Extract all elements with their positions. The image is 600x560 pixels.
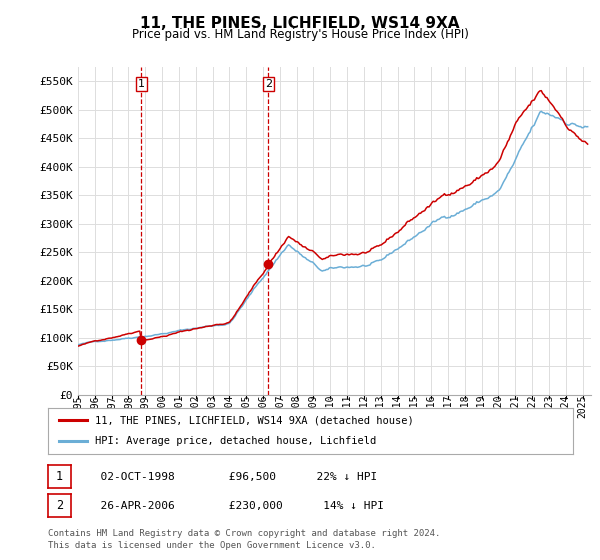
Text: 02-OCT-1998        £96,500      22% ↓ HPI: 02-OCT-1998 £96,500 22% ↓ HPI	[87, 472, 377, 482]
Text: 2008: 2008	[292, 395, 302, 418]
Text: 11, THE PINES, LICHFIELD, WS14 9XA (detached house): 11, THE PINES, LICHFIELD, WS14 9XA (deta…	[95, 415, 414, 425]
Text: 2018: 2018	[460, 395, 470, 418]
Text: 2015: 2015	[409, 395, 419, 418]
Text: 2023: 2023	[544, 395, 554, 418]
Text: HPI: Average price, detached house, Lichfield: HPI: Average price, detached house, Lich…	[95, 436, 377, 446]
Text: 2016: 2016	[426, 395, 436, 418]
Text: 2025: 2025	[578, 395, 587, 418]
Text: 2014: 2014	[392, 395, 403, 418]
Text: 2011: 2011	[342, 395, 352, 418]
Text: 2021: 2021	[511, 395, 520, 418]
Text: 26-APR-2006        £230,000      14% ↓ HPI: 26-APR-2006 £230,000 14% ↓ HPI	[87, 501, 384, 511]
Text: 1999: 1999	[140, 395, 150, 418]
Text: 2: 2	[56, 499, 63, 512]
Text: 2009: 2009	[308, 395, 319, 418]
Text: 2007: 2007	[275, 395, 285, 418]
Text: 2: 2	[265, 78, 272, 88]
Text: Price paid vs. HM Land Registry's House Price Index (HPI): Price paid vs. HM Land Registry's House …	[131, 28, 469, 41]
Text: 2012: 2012	[359, 395, 369, 418]
Text: 2019: 2019	[476, 395, 487, 418]
Text: 2005: 2005	[241, 395, 251, 418]
Text: 2003: 2003	[208, 395, 218, 418]
Text: 11, THE PINES, LICHFIELD, WS14 9XA: 11, THE PINES, LICHFIELD, WS14 9XA	[140, 16, 460, 31]
Text: 2010: 2010	[325, 395, 335, 418]
Text: 2020: 2020	[493, 395, 503, 418]
Text: 2013: 2013	[376, 395, 386, 418]
Text: 1: 1	[137, 78, 145, 88]
Text: 2017: 2017	[443, 395, 453, 418]
Text: 2002: 2002	[191, 395, 201, 418]
Text: 1: 1	[56, 470, 63, 483]
Text: 2000: 2000	[157, 395, 167, 418]
Text: 1998: 1998	[124, 395, 133, 418]
Text: This data is licensed under the Open Government Licence v3.0.: This data is licensed under the Open Gov…	[48, 541, 376, 550]
Text: 1996: 1996	[90, 395, 100, 418]
Text: 2006: 2006	[258, 395, 268, 418]
Text: 1997: 1997	[107, 395, 116, 418]
Text: 2024: 2024	[561, 395, 571, 418]
Text: 2004: 2004	[224, 395, 235, 418]
Text: Contains HM Land Registry data © Crown copyright and database right 2024.: Contains HM Land Registry data © Crown c…	[48, 529, 440, 538]
Text: 2022: 2022	[527, 395, 537, 418]
Text: 2001: 2001	[174, 395, 184, 418]
Text: 1995: 1995	[73, 395, 83, 418]
